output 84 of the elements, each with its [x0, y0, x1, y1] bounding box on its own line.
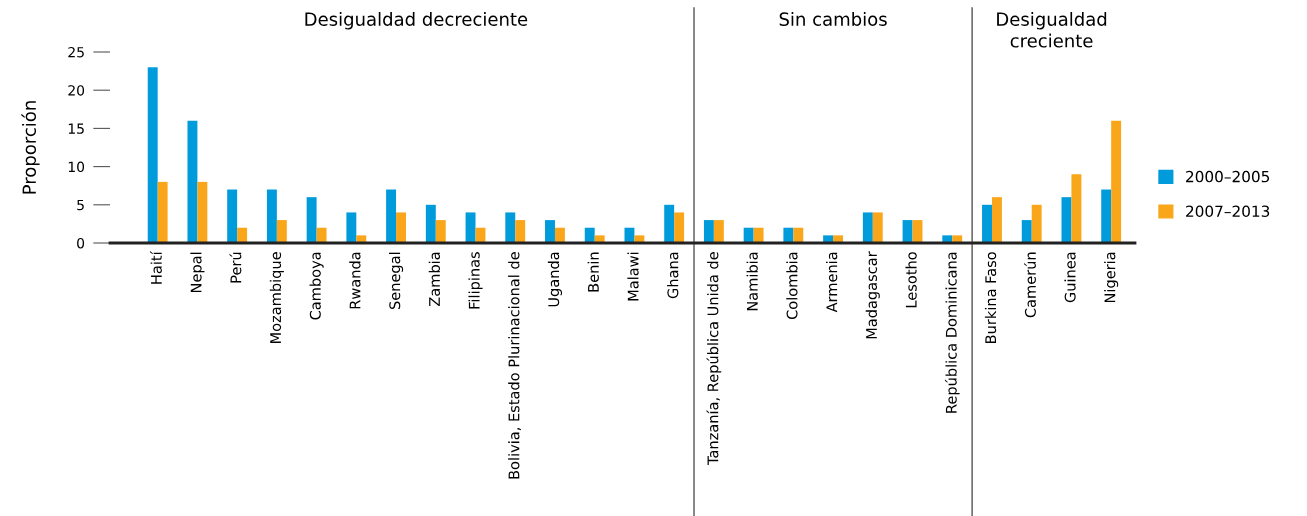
bar	[862, 212, 873, 243]
x-tick-label: Burkina Faso	[984, 252, 997, 343]
x-tick-label: Malawi	[627, 252, 639, 301]
bar	[1031, 204, 1042, 243]
bar	[793, 227, 804, 243]
bar	[276, 220, 287, 243]
bar	[147, 67, 158, 243]
x-tick-label: Lesotho	[905, 252, 917, 308]
x-tick-label: Mozambique	[269, 252, 284, 343]
x-tick-label: Guinea	[1064, 252, 1076, 303]
bar	[306, 197, 317, 243]
bar	[982, 204, 992, 243]
bar	[594, 235, 605, 243]
bar	[1111, 120, 1122, 243]
bar	[991, 197, 1002, 243]
y-tick-label: 15	[68, 123, 84, 134]
x-tick-label: Senegal	[388, 252, 404, 310]
bar	[664, 204, 675, 243]
y-axis-title: Proporción	[21, 101, 40, 194]
x-tick-label: Ghana	[667, 252, 679, 299]
bar	[356, 235, 367, 243]
x-tick-label: Nepal	[190, 252, 205, 293]
bar	[435, 220, 446, 243]
bar	[634, 235, 645, 243]
x-tick-label: Camboya	[309, 252, 324, 320]
x-tick-label: Zambia	[428, 252, 441, 307]
bar	[316, 227, 327, 243]
bar	[157, 181, 168, 243]
bar	[1021, 220, 1032, 243]
x-tick-label: Haití	[150, 250, 162, 284]
bar	[872, 212, 883, 243]
x-tick-label: Bolivia, Estado Plurinacional de	[508, 252, 521, 479]
bar	[386, 189, 397, 243]
bar	[515, 220, 526, 243]
bar	[505, 212, 516, 243]
x-tick-label: Perú	[229, 252, 242, 283]
x-tick-label: Tanzanía, República Unida de	[706, 252, 722, 466]
x-tick-label: Colombia	[786, 252, 798, 320]
bar	[237, 227, 248, 243]
bar	[823, 235, 834, 243]
bar	[425, 204, 436, 243]
bar	[743, 227, 754, 243]
bar	[624, 227, 635, 243]
x-tick-label: Madagascar	[865, 251, 880, 339]
bar	[266, 189, 277, 243]
text: Desigualdad creciente	[997, 12, 1107, 48]
bar	[584, 227, 595, 243]
x-tick-label: Nigeria	[1104, 252, 1119, 303]
bar	[396, 212, 406, 243]
bar	[703, 220, 714, 243]
bar	[465, 212, 476, 243]
bar	[833, 235, 843, 243]
y-tick-label: 20	[68, 85, 85, 96]
text: Sin cambios	[779, 12, 887, 26]
bar	[753, 227, 764, 243]
y-tick-label: 25	[68, 46, 84, 58]
bar	[197, 181, 208, 243]
x-tick-label: Filipinas	[468, 252, 483, 309]
bar	[783, 227, 794, 243]
x-tick-label: Namibia	[746, 252, 758, 311]
legend-label: 2007–2013	[1186, 205, 1270, 218]
bar	[942, 235, 953, 243]
bar	[713, 220, 724, 243]
y-tick-label: 5	[77, 199, 84, 211]
bar	[902, 220, 913, 243]
bar	[674, 212, 685, 243]
bar	[227, 189, 238, 243]
bar	[1071, 174, 1082, 243]
y-tick-label: 0	[77, 237, 85, 249]
x-tick-label: Rwanda	[349, 252, 361, 309]
bar	[187, 120, 198, 243]
bar	[952, 235, 963, 243]
bar	[545, 220, 555, 243]
x-tick-label: Armenia	[826, 252, 838, 313]
y-tick-label: 10	[68, 161, 85, 173]
bar	[346, 212, 357, 243]
x-tick-label: Benin	[587, 252, 599, 292]
x-tick-label: Camerún	[1024, 252, 1036, 318]
x-tick-label: Uganda	[547, 252, 563, 307]
text: Desigualdad decreciente	[305, 12, 528, 30]
bar	[554, 227, 565, 243]
legend-label: 2000–2005	[1186, 170, 1270, 183]
bar	[1101, 189, 1112, 243]
x-tick-label: República Dominicana	[944, 252, 960, 413]
